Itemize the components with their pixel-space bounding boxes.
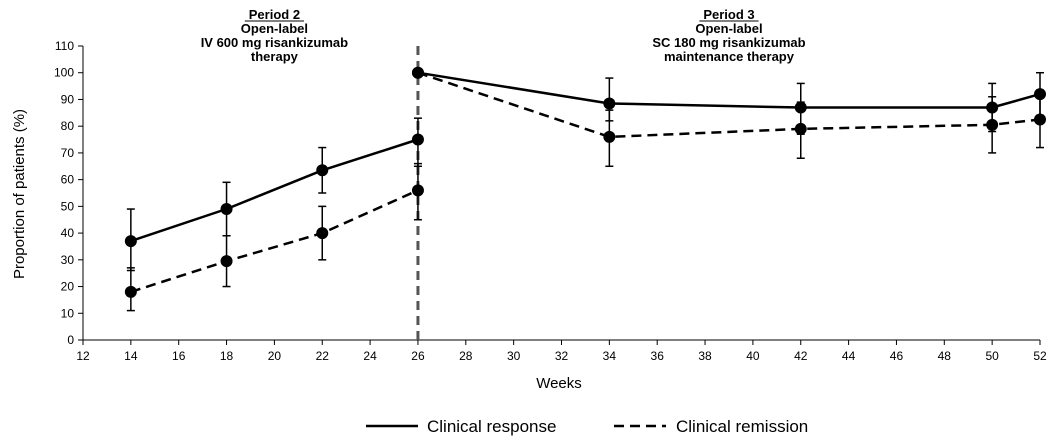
- x-tick-label: 16: [172, 349, 186, 363]
- legend-label-clinical-remission: Clinical remission: [676, 417, 808, 436]
- data-point-clinical-remission: [124, 285, 137, 298]
- period-description-line: Open-label: [241, 21, 308, 36]
- period-heading: Period 2: [249, 7, 300, 22]
- data-point-clinical-response: [124, 235, 137, 248]
- data-point-clinical-remission: [986, 118, 999, 131]
- x-tick-label: 22: [316, 349, 330, 363]
- axes: 0 10 20 30 40 50 60 70 80 90 100 110 12 14 16 18 20 22 24 2…: [54, 39, 1047, 363]
- data-point-clinical-response: [411, 133, 424, 146]
- series-line-clinical-remission: [130, 189, 419, 294]
- y-tick-label: 80: [61, 119, 75, 133]
- x-tick-label: 30: [507, 349, 521, 363]
- x-tick-label: 32: [555, 349, 569, 363]
- x-tick-label: 26: [411, 349, 425, 363]
- data-point-clinical-remission: [1034, 113, 1046, 126]
- y-tick-label: 110: [55, 39, 74, 53]
- y-tick-label: 70: [61, 146, 75, 160]
- x-tick-label: 38: [698, 349, 712, 363]
- series-clinical-remission: [124, 66, 1046, 312]
- x-tick-label: 44: [842, 349, 856, 363]
- y-tick-label: 90: [61, 92, 75, 106]
- data-point-clinical-response: [316, 164, 329, 177]
- y-tick-label: 100: [54, 66, 74, 80]
- y-tick-label: 10: [61, 306, 75, 320]
- period-description-line: Open-label: [695, 21, 762, 36]
- x-tick-label: 24: [363, 349, 377, 363]
- y-axis-title: Proportion of patients (%): [11, 109, 28, 279]
- data-point-clinical-remission: [411, 66, 424, 79]
- series-layer: [124, 66, 1046, 312]
- x-tick-label: 40: [746, 349, 760, 363]
- period-description-line: SC 180 mg risankizumab: [652, 35, 805, 50]
- y-tick-label: 50: [61, 199, 75, 213]
- y-tick-label: 30: [61, 253, 75, 267]
- series-line-clinical-response: [130, 138, 419, 243]
- data-point-clinical-remission: [411, 184, 424, 197]
- x-tick-label: 46: [890, 349, 904, 363]
- x-tick-label: 20: [268, 349, 282, 363]
- x-tick-label: 18: [220, 349, 234, 363]
- period-description-line: maintenance therapy: [664, 49, 795, 64]
- x-tick-label: 36: [651, 349, 665, 363]
- y-tick-label: 40: [61, 226, 75, 240]
- x-tick-label: 48: [938, 349, 952, 363]
- x-tick-label: 28: [459, 349, 473, 363]
- x-tick-label: 52: [1033, 349, 1047, 363]
- x-axis-title: Weeks: [536, 375, 582, 392]
- x-tick-label: 34: [603, 349, 617, 363]
- x-tick-label: 42: [794, 349, 808, 363]
- x-tick-label: 12: [76, 349, 90, 363]
- period-description-line: therapy: [251, 49, 299, 64]
- data-point-clinical-remission: [316, 227, 329, 240]
- y-tick-label: 60: [61, 173, 75, 187]
- period-heading: Period 3: [703, 7, 754, 22]
- data-point-clinical-remission: [794, 122, 807, 135]
- period-description-line: IV 600 mg risankizumab: [201, 35, 348, 50]
- x-tick-label: 50: [985, 349, 999, 363]
- y-tick-label: 0: [67, 333, 74, 347]
- data-point-clinical-remission: [220, 255, 233, 268]
- x-tick-label: 14: [124, 349, 138, 363]
- data-point-clinical-remission: [603, 130, 616, 143]
- data-point-clinical-response: [603, 97, 616, 110]
- y-tick-label: 20: [61, 280, 75, 294]
- legend-label-clinical-response: Clinical response: [427, 417, 556, 436]
- data-point-clinical-response: [220, 203, 233, 216]
- legend: Clinical response Clinical remission: [366, 417, 808, 436]
